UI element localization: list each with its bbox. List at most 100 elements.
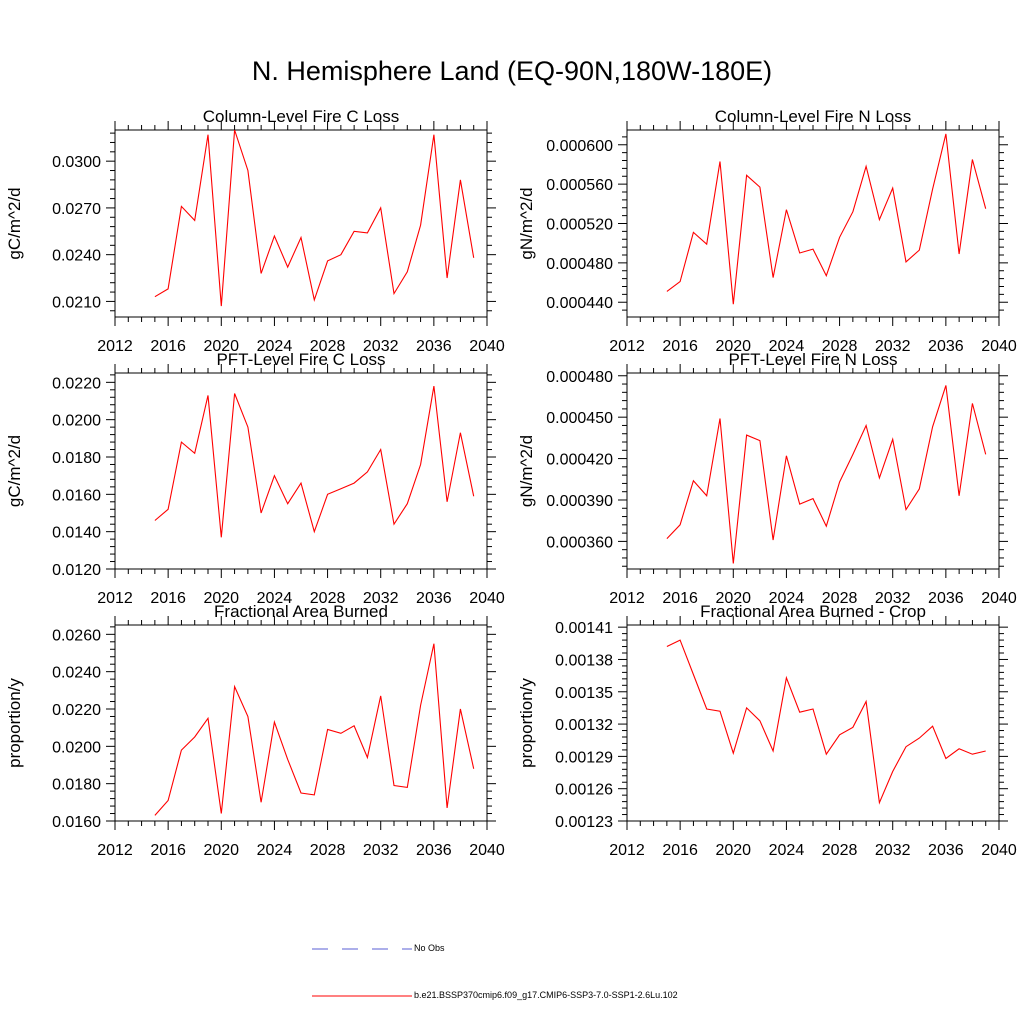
y-axis-label: gC/m^2/d (5, 187, 24, 259)
y-tick-label: 0.0240 (52, 665, 101, 682)
chart-panel-2: Column-Level Fire N Loss gN/m^2/d 2012 2016… (517, 107, 1017, 355)
legend-model-label: b.e21.BSSP370cmip6.f09_g17.CMIP6-SSP3-7.… (414, 990, 678, 1000)
x-tick-label: 2028 (822, 590, 858, 607)
x-tick-label: 2012 (97, 590, 133, 607)
x-tick-label: 2016 (662, 338, 698, 355)
x-tick-label: 2032 (875, 590, 911, 607)
x-tick-label: 2020 (715, 338, 751, 355)
x-tick-label: 2012 (609, 338, 645, 355)
y-tick-label: 0.000480 (546, 256, 613, 273)
x-tick-label: 2032 (363, 590, 399, 607)
chart-panel-4: PFT-Level Fire N Loss gN/m^2/d 2012 2016 202… (517, 350, 1017, 607)
x-tick-label: 2028 (822, 842, 858, 859)
panel-title: Column-Level Fire C Loss (203, 107, 400, 126)
x-tick-label: 2036 (928, 338, 964, 355)
y-tick-label: 0.0200 (52, 413, 101, 430)
x-tick-label: 2012 (97, 338, 133, 355)
x-tick-label: 2032 (875, 842, 911, 859)
panel-title: PFT-Level Fire N Loss (728, 350, 897, 369)
y-tick-label: 0.0270 (52, 201, 101, 218)
x-tick-label: 2036 (928, 842, 964, 859)
x-tick-label: 2040 (469, 338, 505, 355)
chart-panel-1: Column-Level Fire C Loss gC/m^2/d 2012 2016… (5, 107, 505, 355)
x-tick-label: 2016 (150, 590, 186, 607)
x-tick-label: 2020 (715, 590, 751, 607)
y-tick-label: 0.0160 (52, 487, 101, 504)
y-tick-label: 0.00141 (555, 620, 613, 637)
y-tick-label: 0.000600 (546, 138, 613, 155)
y-tick-label: 0.0180 (52, 777, 101, 794)
y-axis-label: proportion/y (5, 678, 24, 768)
series-line (666, 639, 986, 805)
series-line (666, 133, 987, 305)
page-title: N. Hemisphere Land (EQ-90N,180W-180E) (251, 56, 773, 86)
y-tick-label: 0.0180 (52, 450, 101, 467)
x-tick-label: 2032 (875, 338, 911, 355)
y-axis-label: gN/m^2/d (517, 187, 536, 259)
y-tick-label: 0.000520 (546, 217, 613, 234)
y-tick-label: 0.0160 (52, 814, 101, 831)
panel-title: PFT-Level Fire C Loss (216, 350, 385, 369)
y-tick-label: 0.00132 (555, 717, 613, 734)
x-tick-label: 2016 (662, 842, 698, 859)
y-tick-label: 0.00123 (555, 814, 613, 831)
chart-panel-3: PFT-Level Fire C Loss gC/m^2/d 2012 2016 202… (5, 350, 505, 607)
y-axis-label: proportion/y (517, 678, 536, 768)
x-tick-label: 2040 (469, 842, 505, 859)
series-line (154, 386, 475, 538)
series-line (154, 643, 475, 816)
x-tick-label: 2016 (662, 590, 698, 607)
x-tick-label: 2012 (609, 842, 645, 859)
x-tick-label: 2016 (150, 338, 186, 355)
x-tick-label: 2040 (981, 590, 1017, 607)
chart-panel-6: Fractional Area Burned - Crop proportion/… (517, 602, 1017, 859)
x-tick-label: 2024 (257, 338, 293, 355)
y-axis-label: gC/m^2/d (5, 435, 24, 507)
series-line (666, 385, 987, 564)
y-tick-label: 0.000390 (546, 493, 613, 510)
x-tick-label: 2024 (769, 842, 805, 859)
x-tick-label: 2024 (257, 590, 293, 607)
y-tick-label: 0.00138 (555, 652, 613, 669)
legend-obs-label: No Obs (414, 943, 445, 953)
y-tick-label: 0.00129 (555, 749, 613, 766)
x-tick-label: 2036 (416, 842, 452, 859)
y-tick-label: 0.0260 (52, 627, 101, 644)
x-tick-label: 2036 (416, 338, 452, 355)
panel-title: Column-Level Fire N Loss (715, 107, 912, 126)
y-tick-label: 0.000450 (546, 410, 613, 427)
x-tick-label: 2020 (203, 338, 239, 355)
x-tick-label: 2020 (203, 590, 239, 607)
x-tick-label: 2036 (928, 590, 964, 607)
y-tick-label: 0.000420 (546, 452, 613, 469)
y-tick-label: 0.0220 (52, 702, 101, 719)
y-tick-label: 0.00135 (555, 685, 613, 702)
x-tick-label: 2012 (609, 590, 645, 607)
y-tick-label: 0.0140 (52, 525, 101, 542)
x-tick-label: 2020 (715, 842, 751, 859)
y-tick-label: 0.000440 (546, 295, 613, 312)
x-tick-label: 2028 (310, 338, 346, 355)
y-tick-label: 0.000480 (546, 369, 613, 386)
x-tick-label: 2020 (203, 842, 239, 859)
x-tick-label: 2028 (310, 842, 346, 859)
y-tick-label: 0.000560 (546, 177, 613, 194)
chart-panel-5: Fractional Area Burned proportion/y 2012 20… (5, 602, 505, 859)
panel-title: Fractional Area Burned - Crop (700, 602, 926, 621)
x-tick-label: 2012 (97, 842, 133, 859)
x-tick-label: 2040 (981, 842, 1017, 859)
x-tick-label: 2024 (769, 338, 805, 355)
y-tick-label: 0.0220 (52, 375, 101, 392)
x-tick-label: 2028 (822, 338, 858, 355)
x-tick-label: 2040 (981, 338, 1017, 355)
y-tick-label: 0.0200 (52, 739, 101, 756)
panel-title: Fractional Area Burned (214, 602, 388, 621)
x-tick-label: 2040 (469, 590, 505, 607)
x-tick-label: 2032 (363, 842, 399, 859)
y-tick-label: 0.0240 (52, 248, 101, 265)
x-tick-label: 2028 (310, 590, 346, 607)
y-tick-label: 0.00126 (555, 782, 613, 799)
x-tick-label: 2036 (416, 590, 452, 607)
